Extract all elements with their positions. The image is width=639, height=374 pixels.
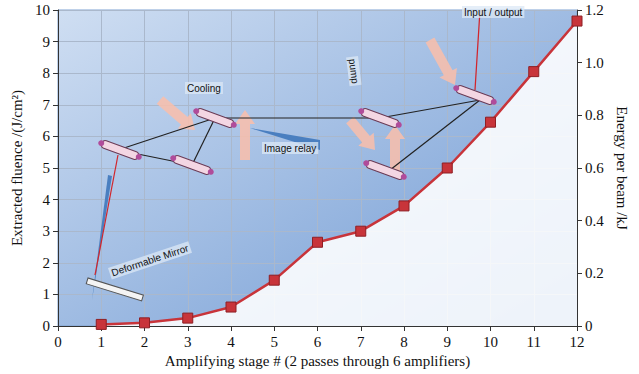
svg-text:3: 3 xyxy=(43,223,51,239)
svg-text:11: 11 xyxy=(527,334,541,350)
svg-text:3: 3 xyxy=(184,334,192,350)
svg-text:pump: pump xyxy=(347,58,361,85)
svg-text:10: 10 xyxy=(483,334,498,350)
svg-text:Image relay: Image relay xyxy=(264,143,316,154)
svg-text:0.6: 0.6 xyxy=(585,160,604,176)
svg-text:0.2: 0.2 xyxy=(585,265,604,281)
svg-text:5: 5 xyxy=(271,334,279,350)
svg-text:Input / output: Input / output xyxy=(464,7,523,18)
svg-text:1.2: 1.2 xyxy=(585,2,604,18)
svg-text:0: 0 xyxy=(54,334,62,350)
svg-text:Extracted fluence /(J/cm²): Extracted fluence /(J/cm²) xyxy=(9,90,26,246)
svg-text:4: 4 xyxy=(227,334,235,350)
svg-text:8: 8 xyxy=(43,65,51,81)
svg-text:10: 10 xyxy=(35,2,50,18)
svg-text:0: 0 xyxy=(43,318,51,334)
svg-text:Energy per beam /kJ: Energy per beam /kJ xyxy=(614,106,630,230)
svg-text:9: 9 xyxy=(43,34,51,50)
svg-text:4: 4 xyxy=(43,192,51,208)
svg-text:Cooling: Cooling xyxy=(187,83,221,94)
svg-text:0.4: 0.4 xyxy=(585,213,604,229)
svg-text:Deformable Mirror: Deformable Mirror xyxy=(110,242,190,278)
svg-text:0.8: 0.8 xyxy=(585,107,604,123)
svg-text:2: 2 xyxy=(141,334,149,350)
svg-text:1.0: 1.0 xyxy=(585,55,604,71)
svg-text:6: 6 xyxy=(43,128,51,144)
svg-text:9: 9 xyxy=(444,334,452,350)
svg-text:6: 6 xyxy=(314,334,322,350)
svg-text:Amplifying stage # (2 passes t: Amplifying stage # (2 passes through 6 a… xyxy=(165,353,470,370)
svg-text:5: 5 xyxy=(43,160,51,176)
svg-text:12: 12 xyxy=(570,334,585,350)
svg-text:0: 0 xyxy=(585,318,593,334)
svg-text:2: 2 xyxy=(43,255,51,271)
svg-text:1: 1 xyxy=(98,334,106,350)
svg-text:7: 7 xyxy=(43,97,51,113)
svg-text:8: 8 xyxy=(400,334,408,350)
svg-text:7: 7 xyxy=(357,334,365,350)
svg-text:1: 1 xyxy=(43,286,51,302)
